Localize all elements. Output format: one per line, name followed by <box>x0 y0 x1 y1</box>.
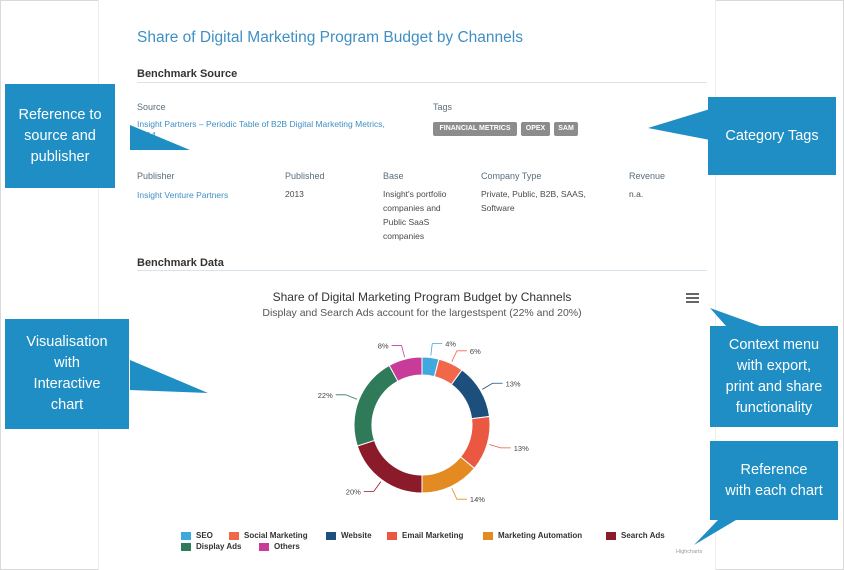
slice-marketing-automation[interactable] <box>421 456 476 494</box>
benchmark-data-heading: Benchmark Data <box>137 257 224 269</box>
label-connectors <box>335 343 511 500</box>
callout-pointer <box>648 109 710 140</box>
legend-label: SEO <box>196 531 213 540</box>
callout-interactive-chart: Visualisation with Interactive chart <box>5 319 129 429</box>
slice-search-ads[interactable] <box>356 439 423 494</box>
label-connector <box>430 343 443 356</box>
data-label: 13% <box>506 379 521 388</box>
label-connector <box>451 488 467 500</box>
legend-swatch <box>387 531 397 540</box>
page-title: Share of Digital Marketing Program Budge… <box>137 29 523 46</box>
legend-label: Social Marketing <box>244 531 308 540</box>
label-connector <box>489 444 511 449</box>
data-label: 13% <box>514 444 529 453</box>
legend-swatch <box>483 531 493 540</box>
base-value: Insight's portfolio companies and Public… <box>383 189 447 241</box>
legend-item-website[interactable]: Website <box>326 531 372 540</box>
label-connector <box>482 382 503 390</box>
data-label: 4% <box>445 340 456 349</box>
legend-item-others[interactable]: Others <box>259 542 300 551</box>
data-label: 14% <box>470 495 485 504</box>
legend-swatch <box>326 531 336 540</box>
callout-context-menu: Context menu with export, print and shar… <box>710 326 838 427</box>
data-labels: 4% 6% 13% 13% 14% 20% 22% 8% <box>318 340 529 505</box>
base-label: Base <box>383 171 404 181</box>
legend-item-search-ads[interactable]: Search Ads <box>606 531 665 540</box>
publisher-link[interactable]: Insight Venture Partners <box>137 190 229 200</box>
label-connector <box>335 394 358 400</box>
company-type-value: Private, Public, B2B, SAAS, Software <box>481 189 586 213</box>
revenue-label: Revenue <box>629 171 666 181</box>
published-value: 2013 <box>285 189 304 199</box>
data-label: 22% <box>318 391 333 400</box>
legend-swatch <box>181 531 191 540</box>
section-divider <box>137 82 707 83</box>
legend-swatch <box>229 531 239 540</box>
legend-label: Display Ads <box>196 542 242 551</box>
hamburger-menu-icon[interactable] <box>686 293 699 304</box>
publisher-label: Publisher <box>137 171 175 181</box>
legend-label: Search Ads <box>621 531 665 540</box>
legend-item-social-marketing[interactable]: Social Marketing <box>229 531 308 540</box>
benchmark-source-heading: Benchmark Source <box>137 68 238 80</box>
data-label: 20% <box>346 487 361 496</box>
chart-title: Share of Digital Marketing Program Budge… <box>272 290 572 304</box>
legend-item-seo[interactable]: SEO <box>181 531 213 540</box>
published-label: Published <box>285 171 325 181</box>
legend-swatch <box>181 542 191 551</box>
callout-category-tags: Category Tags <box>708 97 836 175</box>
section-divider <box>137 270 707 271</box>
tag-financial-metrics[interactable]: FINANCIAL METRICS <box>433 122 517 136</box>
label-connector <box>363 481 382 492</box>
label-connector <box>391 345 405 358</box>
callout-pointer <box>130 360 208 393</box>
tag-opex[interactable]: OPEX <box>521 122 550 136</box>
legend-swatch <box>606 531 616 540</box>
callout-pointer <box>710 308 760 326</box>
legend-label: Marketing Automation <box>498 531 583 540</box>
slice-others[interactable] <box>388 356 423 382</box>
legend-item-display-ads[interactable]: Display Ads <box>181 542 242 551</box>
slice-display-ads[interactable] <box>353 364 399 447</box>
slice-website[interactable] <box>450 369 491 420</box>
company-type-label: Company Type <box>481 171 542 181</box>
revenue-value: n.a. <box>629 189 644 199</box>
legend-label: Email Marketing <box>402 531 464 540</box>
legend-label: Others <box>274 542 300 551</box>
callout-pointer <box>694 520 736 545</box>
source-label: Source <box>137 102 166 112</box>
data-label: 6% <box>470 347 481 356</box>
callout-pointer <box>130 125 190 150</box>
data-label: 8% <box>378 342 389 351</box>
label-connector <box>451 350 467 362</box>
legend-item-email-marketing[interactable]: Email Marketing <box>387 531 463 540</box>
tags-label: Tags <box>433 102 453 112</box>
tag-sam[interactable]: SAM <box>554 122 578 136</box>
donut-slices[interactable] <box>353 356 491 494</box>
legend-swatch <box>259 542 269 551</box>
highcharts-credit[interactable]: Highcharts <box>676 549 703 555</box>
callout-chart-reference: Reference with each chart <box>710 441 838 520</box>
legend-item-marketing-automation[interactable]: Marketing Automation <box>483 531 582 540</box>
legend-label: Website <box>341 531 372 540</box>
chart-subtitle: Display and Search Ads account for the l… <box>262 307 582 319</box>
callout-source-reference: Reference to source and publisher <box>5 84 115 188</box>
